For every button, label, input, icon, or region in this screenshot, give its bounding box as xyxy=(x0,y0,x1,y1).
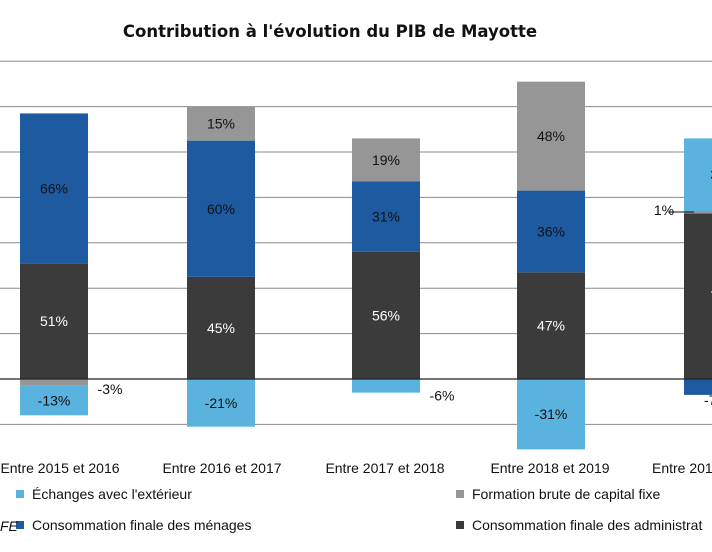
data-label: 45% xyxy=(207,320,235,336)
data-label: -31% xyxy=(535,406,568,422)
bar-segment xyxy=(20,385,88,416)
bar-segment xyxy=(684,213,712,379)
data-label: -13% xyxy=(38,393,71,409)
legend-item-menages: Consommation finale des ménages xyxy=(16,517,251,533)
x-tick-label: Entre 2018 et 2019 xyxy=(490,460,609,476)
legend-swatch-icon xyxy=(456,521,464,529)
x-tick-label: Entre 2017 et 2018 xyxy=(325,460,444,476)
bar-segment xyxy=(352,379,420,393)
bar-segment xyxy=(517,379,585,450)
bar-segment xyxy=(20,379,88,386)
legend-item-fbcf: Formation brute de capital fixe xyxy=(456,486,660,502)
data-label: -7 xyxy=(704,392,712,408)
x-tick-label: Entre 2016 et 2017 xyxy=(162,460,281,476)
chart-title: Contribution à l'évolution du PIB de May… xyxy=(122,22,538,41)
bar-segment xyxy=(20,113,88,264)
data-label: 73 xyxy=(710,288,712,304)
legend-label: Formation brute de capital fixe xyxy=(472,486,661,502)
bar-segment xyxy=(187,379,255,427)
bar-segment xyxy=(517,272,585,379)
data-label: 1% xyxy=(654,202,674,218)
data-label: 47% xyxy=(537,318,565,334)
bar-segment xyxy=(187,140,255,277)
bar-segment-extra xyxy=(684,379,712,395)
data-label: -3% xyxy=(98,381,123,397)
legend-item-echanges: Échanges avec l'extérieur xyxy=(16,486,192,502)
legend-label: Échanges avec l'extérieur xyxy=(32,486,192,502)
bar-segment xyxy=(352,251,420,379)
bar-segment xyxy=(684,211,712,214)
bar-segment xyxy=(352,138,420,182)
legend-item-administrations: Consommation finale des administrat xyxy=(456,517,702,533)
legend-label: Consommation finale des administrat xyxy=(472,517,703,533)
data-label: 56% xyxy=(372,307,400,323)
bar-segment xyxy=(187,106,255,141)
bar-segment xyxy=(187,276,255,379)
legend-label: Consommation finale des ménages xyxy=(32,517,252,533)
data-label: 32 xyxy=(710,167,712,183)
bar-segment xyxy=(352,181,420,252)
data-label: 51% xyxy=(40,313,68,329)
legend-swatch-icon xyxy=(16,521,24,529)
data-label: 60% xyxy=(207,201,235,217)
data-label: -6% xyxy=(430,388,455,404)
source-fragment: FE xyxy=(0,518,18,534)
x-tick-label: Entre 2015 et 2016 xyxy=(0,460,119,476)
data-label: -21% xyxy=(205,395,238,411)
x-tick-label: Entre 201 xyxy=(652,460,712,476)
bar-segment xyxy=(517,190,585,273)
bar-segment xyxy=(20,263,88,379)
data-label: 19% xyxy=(372,152,400,168)
data-label: 15% xyxy=(207,116,235,132)
legend-swatch-icon xyxy=(16,490,24,498)
bar-segment xyxy=(517,81,585,191)
data-label: 36% xyxy=(537,223,565,239)
data-label: 66% xyxy=(40,180,68,196)
data-label: 31% xyxy=(372,209,400,225)
legend-swatch-icon xyxy=(456,490,464,498)
data-label: 48% xyxy=(537,128,565,144)
bar-segment xyxy=(684,138,712,212)
